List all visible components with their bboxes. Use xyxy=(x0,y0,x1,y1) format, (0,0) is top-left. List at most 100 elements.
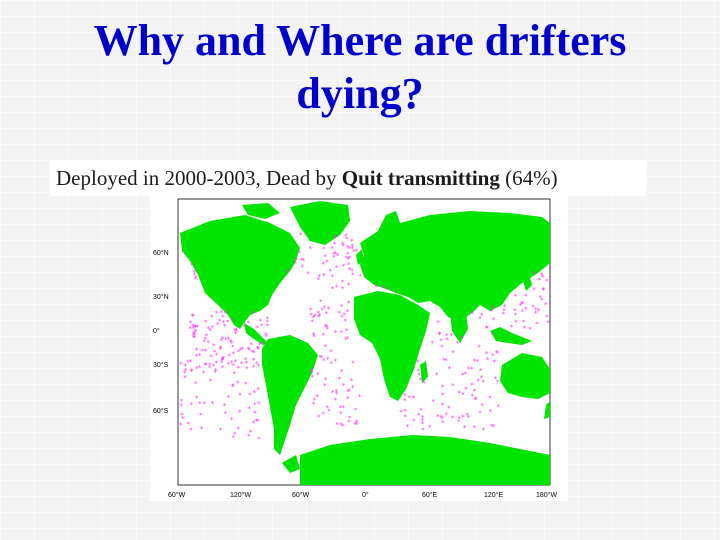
drifter-marker: * xyxy=(332,253,336,261)
drifter-marker: * xyxy=(220,309,224,317)
drifter-marker: * xyxy=(249,429,253,437)
drifter-marker: * xyxy=(510,324,514,332)
world-map-figure: * * * * * * * * * * * * * * * * * * * * * * * * * * * * * * * * * * * * * * * *… xyxy=(150,193,568,501)
drifter-marker: * xyxy=(491,352,495,360)
drifter-marker: * xyxy=(535,321,539,329)
drifter-marker: * xyxy=(212,363,216,371)
drifter-marker: * xyxy=(193,324,197,332)
drifter-marker: * xyxy=(346,395,350,403)
drifter-marker: * xyxy=(214,367,218,375)
drifter-marker: * xyxy=(485,324,489,332)
drifter-marker: * xyxy=(252,357,256,365)
drifter-marker: * xyxy=(253,401,257,409)
drifter-marker: * xyxy=(473,358,477,366)
drifter-marker: * xyxy=(183,374,187,382)
drifter-marker: * xyxy=(440,415,444,423)
drifter-marker: * xyxy=(348,415,352,423)
drifter-marker: * xyxy=(334,234,338,242)
drifter-marker: * xyxy=(206,339,210,347)
drifter-marker: * xyxy=(496,379,500,387)
drifter-marker: * xyxy=(198,364,202,372)
drifter-marker: * xyxy=(344,232,348,240)
drifter-marker: * xyxy=(194,327,198,335)
drifter-marker: * xyxy=(359,272,363,280)
drifter-marker: * xyxy=(212,342,216,350)
drifter-marker: * xyxy=(325,310,329,318)
drifter-marker: * xyxy=(195,347,199,355)
caption-bold: Quit transmitting xyxy=(341,166,500,190)
drifter-marker: * xyxy=(524,305,528,313)
drifter-marker: * xyxy=(193,331,197,339)
drifter-marker: * xyxy=(231,362,235,370)
drifter-marker: * xyxy=(208,364,212,372)
drifter-marker: * xyxy=(317,413,321,421)
drifter-marker: * xyxy=(422,380,426,388)
drifter-marker: * xyxy=(259,318,263,326)
australia xyxy=(500,353,550,399)
slide-title-line-2: dying? xyxy=(296,69,424,118)
drifter-marker: * xyxy=(310,369,314,377)
drifter-marker: * xyxy=(439,337,443,345)
drifter-marker: * xyxy=(514,312,518,320)
drifter-marker: * xyxy=(524,293,528,301)
land-masses xyxy=(180,201,550,485)
drifter-marker: * xyxy=(470,381,474,389)
drifter-marker: * xyxy=(421,427,425,435)
drifter-marker: * xyxy=(194,324,198,332)
drifter-marker: * xyxy=(266,323,270,331)
drifter-marker: * xyxy=(233,370,237,378)
drifter-marker: * xyxy=(230,339,234,347)
drifter-marker: * xyxy=(186,359,190,367)
drifter-marker: * xyxy=(306,270,310,278)
drifter-marker: * xyxy=(227,394,231,402)
drifter-marker: * xyxy=(322,245,326,253)
slide-title: Why and Where are drifters dying? xyxy=(40,14,680,120)
drifter-marker: * xyxy=(519,302,523,310)
drifter-marker: * xyxy=(350,243,354,251)
drifter-marker: * xyxy=(320,307,324,315)
drifter-marker: * xyxy=(344,336,348,344)
drifter-marker: * xyxy=(247,347,251,355)
drifter-marker: * xyxy=(467,414,471,422)
drifter-marker: * xyxy=(192,329,196,337)
drifter-marker: * xyxy=(348,266,352,274)
drifter-marker: * xyxy=(223,402,227,410)
drifter-marker: * xyxy=(335,421,339,429)
drifter-marker: * xyxy=(316,371,320,379)
drifter-marker: * xyxy=(191,313,195,321)
drifter-marker: * xyxy=(233,327,237,335)
drifter-marker: * xyxy=(311,373,315,381)
drifter-marker: * xyxy=(447,404,451,412)
drifter-marker: * xyxy=(214,359,218,367)
drifter-marker: * xyxy=(538,277,542,285)
drifter-marker: * xyxy=(354,407,358,415)
drifter-marker: * xyxy=(202,400,206,408)
drifter-marker: * xyxy=(322,331,326,339)
drifter-marker: * xyxy=(374,283,378,291)
drifter-marker: * xyxy=(464,386,468,394)
drifter-marker: * xyxy=(439,414,443,422)
drifter-marker: * xyxy=(431,398,435,406)
drifter-marker: * xyxy=(234,358,238,366)
drifter-marker: * xyxy=(256,417,260,425)
south-america xyxy=(262,335,318,455)
drifter-marker: * xyxy=(264,333,268,341)
drifter-marker: * xyxy=(347,261,351,269)
drifter-marker: * xyxy=(326,404,330,412)
drifter-markers: * * * * * * * * * * * * * * * * * * * * * * * * * * * * * * * * * * * * * * * *… xyxy=(179,231,550,444)
drifter-marker: * xyxy=(457,418,461,426)
eurasia xyxy=(360,211,550,321)
drifter-marker: * xyxy=(220,359,224,367)
drifter-marker: * xyxy=(255,325,259,333)
drifter-marker: * xyxy=(419,407,423,415)
drifter-marker: * xyxy=(183,370,187,378)
drifter-marker: * xyxy=(190,368,194,376)
drifter-marker: * xyxy=(183,362,187,370)
longitude-label: 60°W xyxy=(292,491,310,499)
drifter-marker: * xyxy=(541,286,545,294)
drifter-marker: * xyxy=(299,231,303,239)
drifter-marker: * xyxy=(534,310,538,318)
drifter-marker: * xyxy=(253,389,257,397)
drifter-marker: * xyxy=(221,335,225,343)
drifter-marker: * xyxy=(191,322,195,330)
